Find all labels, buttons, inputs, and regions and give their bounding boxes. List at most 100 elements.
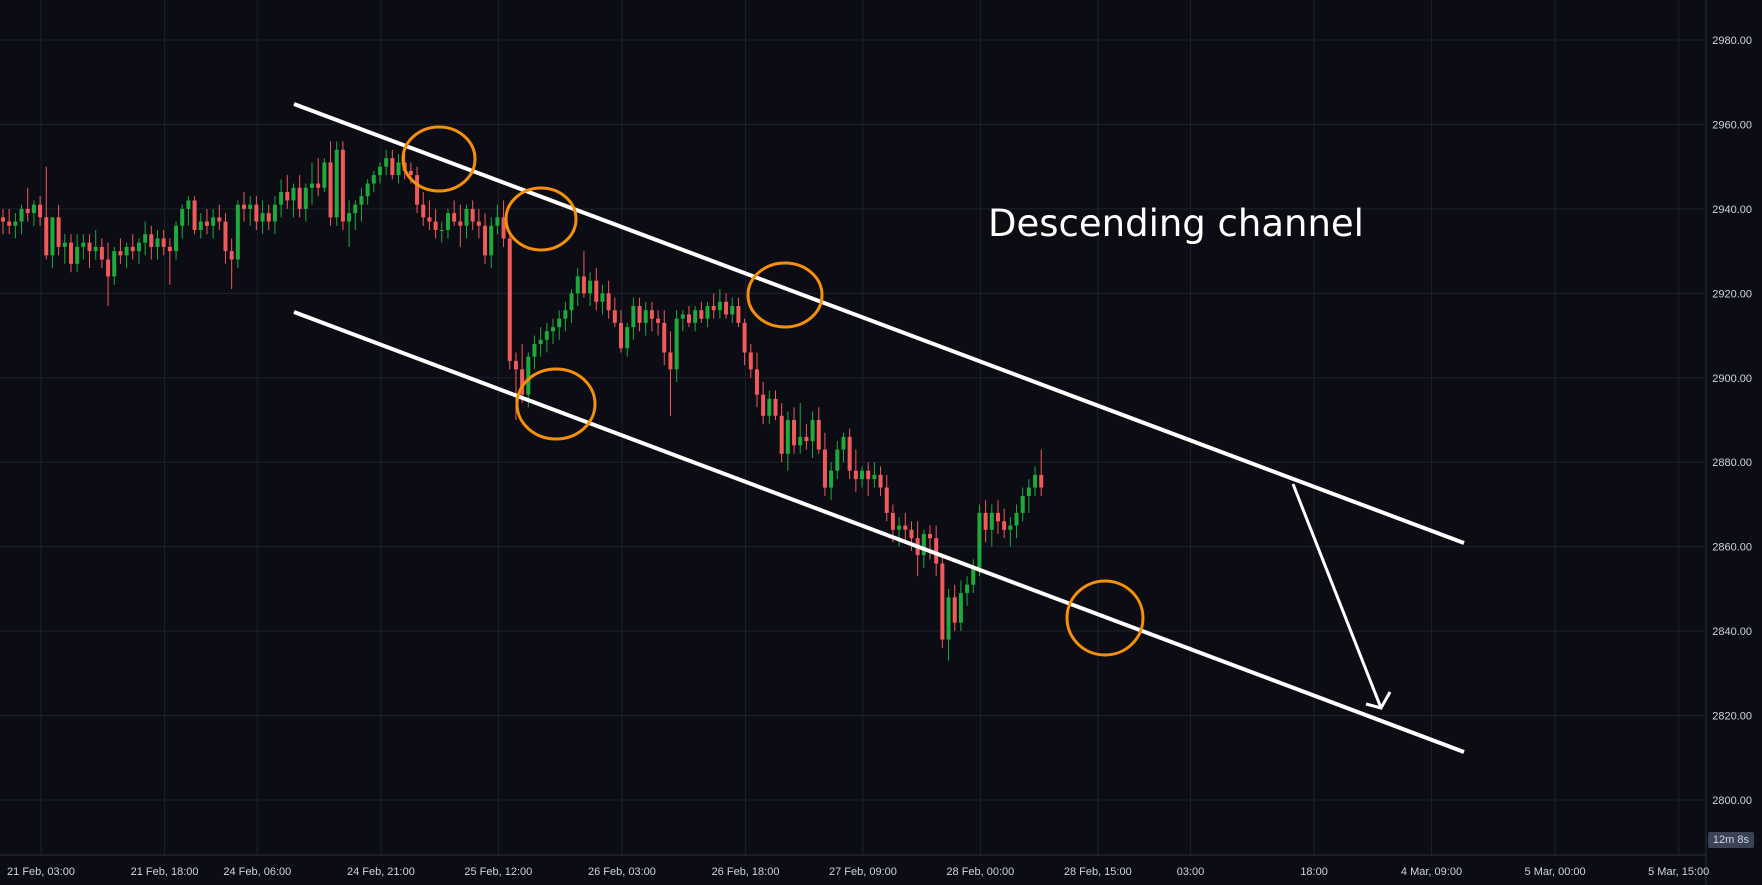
touch-circle-1[interactable]	[401, 125, 477, 193]
candle	[569, 289, 574, 323]
candle	[217, 204, 222, 230]
candle-body	[995, 512, 1000, 522]
candle-body	[384, 158, 389, 167]
candle-body	[736, 306, 741, 323]
candle	[995, 500, 1000, 534]
candle-body	[705, 306, 710, 319]
candle-body	[174, 225, 179, 252]
time-axis[interactable]: 21 Feb, 03:00 21 Feb, 18:00 24 Feb, 06:00 2…	[7, 866, 1709, 878]
candle-body	[575, 276, 580, 294]
y-tick-label: 2900.00	[1712, 373, 1752, 385]
candle-body	[860, 470, 865, 480]
candle-body	[853, 470, 858, 480]
price-axis[interactable]: 2980.00 2960.00 2940.00 2920.00 2900.00 2880.…	[1712, 35, 1752, 807]
candle	[1020, 487, 1025, 522]
candle	[643, 301, 648, 336]
candle-body	[452, 213, 457, 222]
touch-circle-5[interactable]	[1065, 579, 1145, 657]
touch-circle-3[interactable]	[746, 261, 824, 329]
touch-circle-4[interactable]	[515, 367, 597, 441]
candle	[118, 238, 123, 264]
candle-body	[489, 225, 494, 256]
y-tick-label: 2880.00	[1712, 457, 1752, 469]
candle-body	[19, 208, 24, 222]
candle-body	[921, 534, 926, 556]
candle	[520, 344, 525, 404]
candle	[340, 141, 345, 230]
candle	[25, 187, 30, 222]
candle-body	[149, 234, 154, 247]
candle-body	[501, 217, 506, 239]
candle	[810, 411, 815, 458]
candle	[149, 225, 154, 260]
candle	[841, 432, 846, 463]
candle	[204, 208, 209, 235]
channel-lower-line[interactable]	[293, 310, 1465, 754]
candle	[1039, 449, 1044, 496]
candle-body	[890, 512, 895, 530]
candle-body	[347, 213, 352, 222]
candle-body	[483, 225, 488, 256]
candle	[1026, 479, 1031, 513]
x-tick-label: 26 Feb, 18:00	[712, 866, 780, 878]
candle	[31, 200, 36, 226]
candle-body	[829, 470, 834, 488]
candle	[167, 238, 172, 285]
candle-body	[167, 246, 172, 252]
candle-body	[903, 525, 908, 530]
candle	[439, 221, 444, 243]
candle	[779, 403, 784, 463]
candle	[619, 310, 623, 353]
channel-upper-line[interactable]	[293, 102, 1465, 545]
candle-body	[588, 280, 593, 294]
candle-body	[1014, 512, 1019, 526]
candle-body	[625, 327, 630, 349]
candle	[334, 141, 339, 226]
candle-body	[526, 356, 531, 395]
candle	[365, 179, 370, 205]
candle	[19, 204, 24, 235]
candle-body	[872, 474, 877, 480]
x-tick-label: 21 Feb, 03:00	[7, 866, 75, 878]
candle-body	[340, 149, 345, 222]
candle-body	[581, 276, 586, 294]
candle	[804, 424, 809, 450]
candle-body	[291, 187, 296, 201]
candle-body	[711, 306, 716, 311]
candle-body	[13, 221, 18, 226]
candle	[724, 293, 729, 319]
candle-body	[717, 301, 722, 311]
projection-arrow[interactable]	[1291, 483, 1383, 709]
candle	[266, 204, 271, 230]
x-tick-label: 26 Feb, 03:00	[588, 866, 656, 878]
candle-body	[847, 436, 852, 471]
candle	[452, 200, 457, 226]
candle-body	[878, 474, 883, 488]
candle-body	[31, 204, 36, 214]
candle-body	[223, 221, 228, 252]
candle	[946, 588, 951, 661]
candle-body	[445, 213, 450, 230]
candle	[377, 162, 382, 184]
candle-body	[983, 512, 988, 530]
candle-body	[7, 221, 12, 226]
candle-body	[619, 322, 623, 349]
candle-body	[822, 449, 827, 488]
candle-body	[408, 170, 413, 176]
candle-body	[303, 187, 308, 209]
touch-circle-2[interactable]	[504, 186, 578, 252]
candle	[736, 297, 741, 328]
candle	[495, 204, 500, 235]
candle-body	[421, 204, 426, 218]
candle	[631, 297, 636, 340]
candle-body	[371, 175, 376, 184]
candle	[310, 162, 314, 205]
candle	[192, 196, 197, 235]
candle-body	[674, 318, 679, 370]
candle-body	[415, 175, 420, 205]
candle	[38, 196, 43, 226]
candle-body	[297, 187, 302, 209]
x-tick-label: 24 Feb, 06:00	[223, 866, 291, 878]
candle-body	[359, 196, 364, 205]
